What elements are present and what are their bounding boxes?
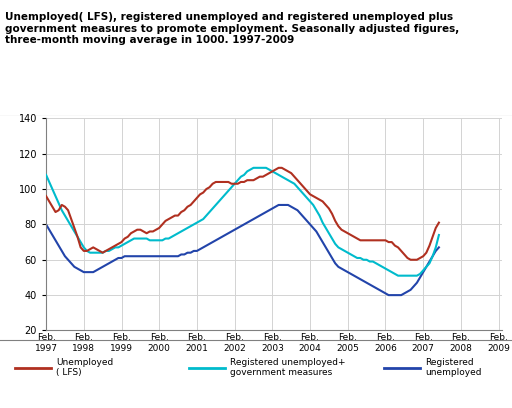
Text: Registered
unemployed: Registered unemployed: [425, 358, 481, 377]
Text: Registered unemployed+
government measures: Registered unemployed+ government measur…: [230, 358, 346, 377]
Text: Unemployed
( LFS): Unemployed ( LFS): [56, 358, 114, 377]
Text: Unemployed( LFS), registered unemployed and registered unemployed plus
governmen: Unemployed( LFS), registered unemployed …: [5, 12, 459, 45]
